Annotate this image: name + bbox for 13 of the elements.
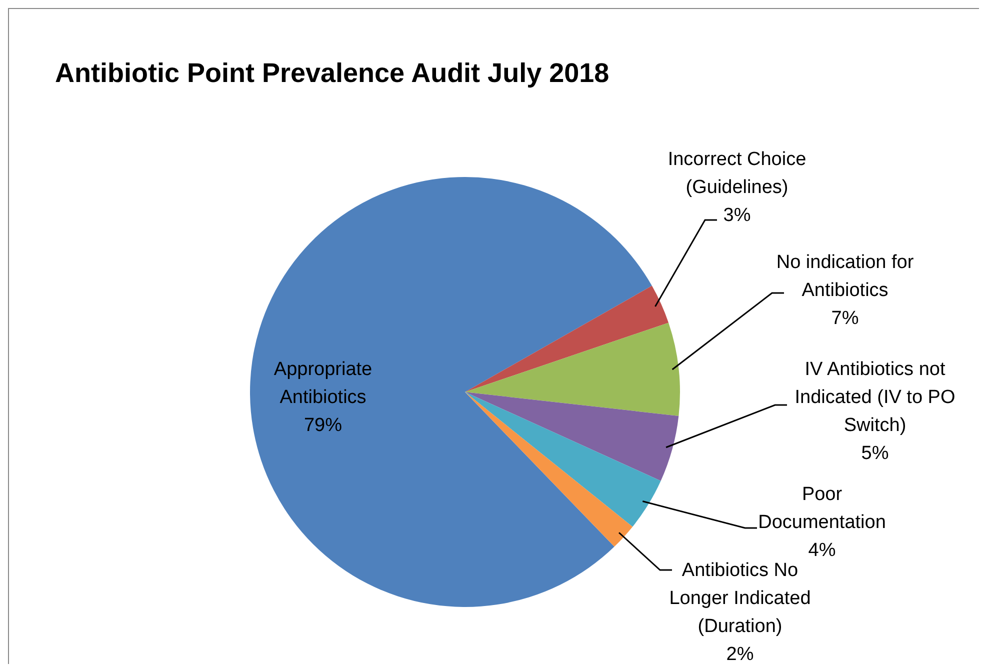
slice-label: Poor Documentation (758, 484, 886, 533)
chart-title: Antibiotic Point Prevalence Audit July 2018 (55, 58, 610, 89)
data-label: 7% (831, 308, 859, 329)
slice-label: IV Antibiotics not Indicated (IV to PO Switch) (794, 359, 956, 436)
data-label: 79% (304, 415, 342, 436)
slice-label: Incorrect Choice (Guidelines) (668, 149, 806, 198)
data-label: 4% (808, 540, 836, 561)
data-label: 2% (726, 644, 754, 665)
data-label: 3% (723, 205, 751, 226)
slice-label: Antibiotics No Longer Indicated (Duration) (669, 560, 811, 637)
slice-label: Appropriate Antibiotics (274, 359, 372, 408)
slice-label: No indication for Antibiotics (776, 252, 914, 301)
data-label: 5% (861, 443, 889, 464)
